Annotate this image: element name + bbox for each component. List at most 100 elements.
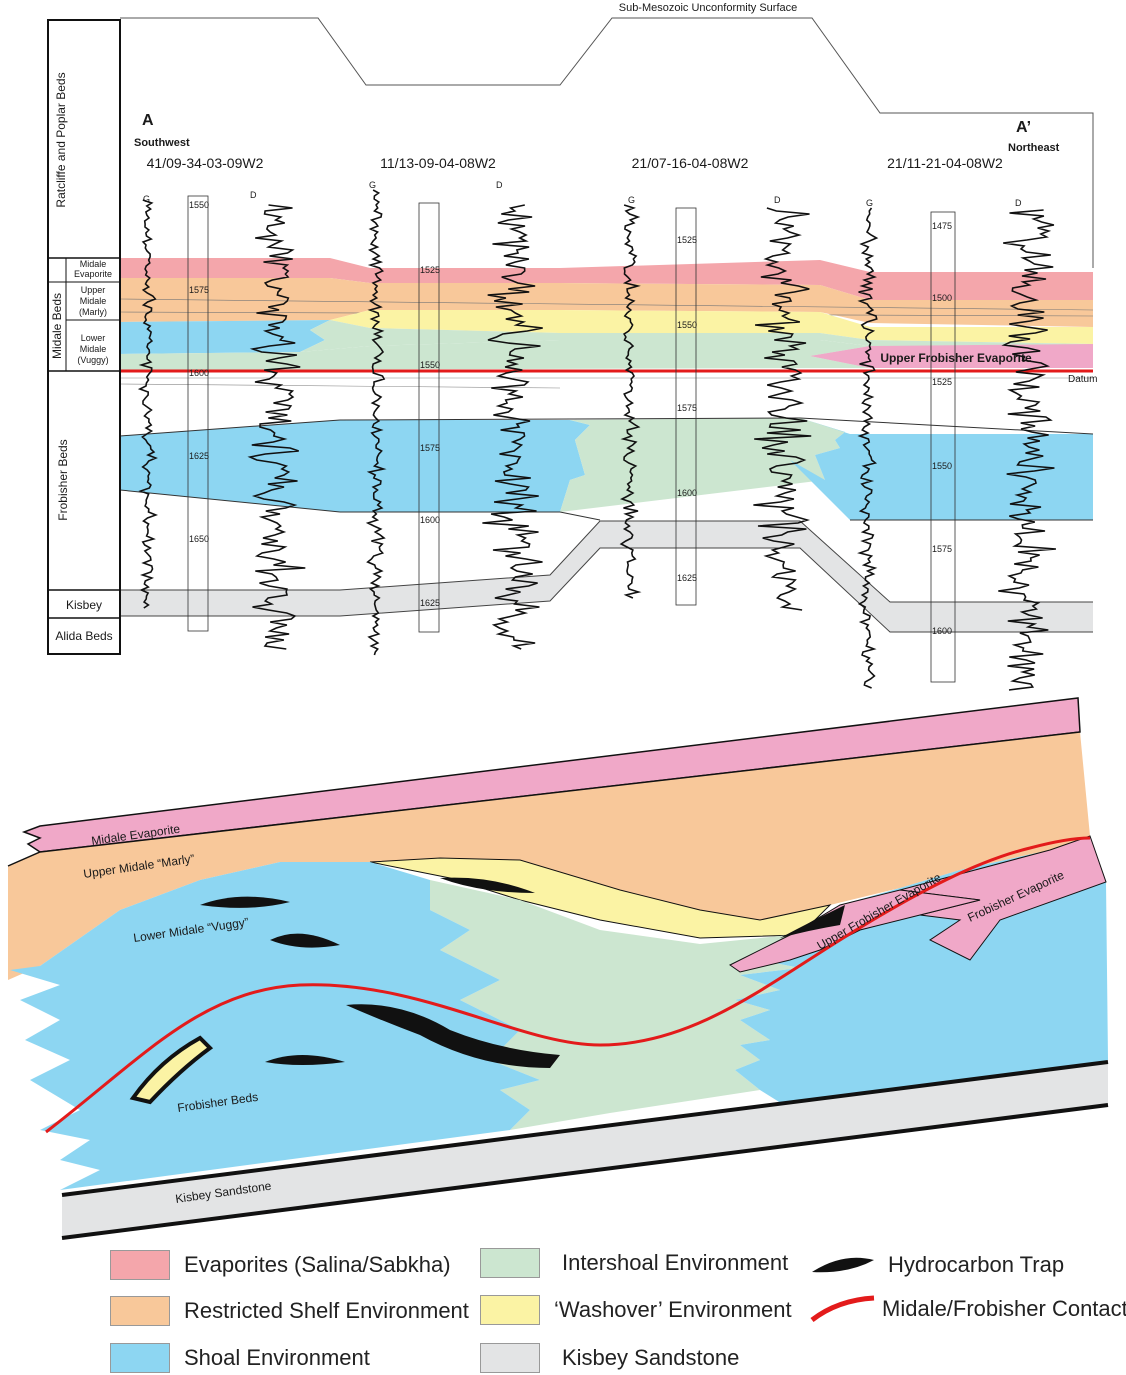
- legend-swatch-intershoal: [480, 1248, 540, 1278]
- section-start-direction: Southwest: [134, 137, 190, 149]
- frobisher-beds-label: Frobisher Beds: [56, 439, 70, 520]
- kisbey-sandstone-block: [62, 1062, 1108, 1238]
- legend-item-contact: Midale/Frobisher Contact: [808, 1294, 1126, 1324]
- well-4-g-label: G: [866, 198, 873, 208]
- block-diagram: Midale Evaporite Upper Midale “Marly” Lo…: [7, 697, 1109, 1240]
- well-1-g-label: G: [143, 194, 150, 204]
- alida-label: Alida Beds: [55, 629, 112, 643]
- hydrocarbon-trap-3: [270, 933, 340, 948]
- legend-item-restricted-shelf: Restricted Shelf Environment: [110, 1296, 469, 1326]
- hydrocarbon-trap-6: [780, 905, 845, 938]
- well-2-depth-3: 1575: [420, 443, 440, 453]
- midale-evaporite-label-2: Evaporite: [74, 269, 112, 279]
- section-end-letter: A’: [1016, 119, 1031, 136]
- well-4-gamma-log: [857, 207, 879, 689]
- legend-item-kisbey: Kisbey Sandstone: [480, 1343, 739, 1373]
- well-3-name: 21/07-16-04-08W2: [632, 155, 749, 171]
- unconformity-label: Sub-Mesozoic Unconformity Surface: [619, 2, 798, 14]
- lower-midale-shoal-xs: [120, 320, 330, 354]
- hydrocarbon-trap-1: [200, 896, 290, 908]
- legend-item-evaporites: Evaporites (Salina/Sabkha): [110, 1250, 451, 1280]
- well-2-d-label: D: [496, 180, 503, 190]
- hydrocarbon-trap-icon: [812, 1257, 874, 1273]
- hydrocarbon-trap-2: [440, 877, 535, 893]
- well-1-depth-1: 1550: [189, 200, 209, 210]
- well-1-depth-2: 1575: [189, 285, 209, 295]
- well-2-depth-4: 1600: [420, 515, 440, 525]
- well-4-name: 21/11-21-04-08W2: [887, 155, 1003, 171]
- well-3-depth-4: 1600: [677, 488, 697, 498]
- section-start-letter: A: [142, 112, 154, 129]
- midale-evaporite-block: [21, 697, 1081, 853]
- unconformity-surface-line: [120, 17, 1094, 268]
- well-3-gamma-log: [619, 204, 642, 599]
- upper-frobisher-evaporite-xs: [810, 344, 1093, 368]
- legend-label-hydrocarbon-trap: Hydrocarbon Trap: [888, 1252, 1065, 1277]
- lower-midale-label-2: Midale: [80, 344, 107, 354]
- well-4-depth-5: 1575: [932, 544, 952, 554]
- contact-line-icon: [810, 1295, 875, 1322]
- log-curves: [137, 189, 1056, 691]
- legend-item-hydrocarbon-trap: Hydrocarbon Trap: [808, 1250, 1064, 1280]
- washover-band-xs: [330, 310, 1093, 344]
- datum-label: Datum: [1068, 374, 1097, 385]
- well-2-name: 11/13-09-04-08W2: [380, 155, 496, 171]
- well-4-depth-1: 1475: [932, 221, 952, 231]
- well-3-depth-5: 1625: [677, 573, 697, 583]
- ratcliffe-label: Ratcliffe and Poplar Beds: [54, 72, 68, 207]
- upper-midale-label-2: Midale: [80, 296, 107, 306]
- well-3-d-label: D: [774, 195, 781, 205]
- upper-midale-block: [8, 732, 1090, 980]
- well-3-depth-1: 1525: [677, 235, 697, 245]
- intershoal-block: [430, 880, 800, 1130]
- well-4-depth-3: 1525: [932, 377, 952, 387]
- legend-item-shoal: Shoal Environment: [110, 1343, 370, 1373]
- well-4-density-log: [998, 209, 1056, 691]
- well-1-depth-5: 1650: [189, 534, 209, 544]
- lower-midale-label-1: Lower: [81, 333, 106, 343]
- well-2-density-log: [482, 204, 543, 650]
- legend-item-washover: ‘Washover’ Environment: [480, 1295, 792, 1325]
- well-1-d-label: D: [250, 190, 257, 200]
- frobisher-intershoal-xs: [560, 418, 845, 512]
- hydrocarbon-trap-4: [265, 1055, 345, 1065]
- legend-label-contact: Midale/Frobisher Contact: [882, 1296, 1126, 1321]
- legend-swatch-shoal: [110, 1343, 170, 1373]
- lower-midale-label-3: (Vuggy): [77, 355, 108, 365]
- washover-lens-block: [129, 1035, 214, 1105]
- well-2-depth-2: 1550: [420, 360, 440, 370]
- well-3-g-label: G: [628, 195, 635, 205]
- well-1-depth-4: 1625: [189, 451, 209, 461]
- well-2-depth-5: 1625: [420, 598, 440, 608]
- well-2-depth-1: 1525: [420, 265, 440, 275]
- well-1-depth-3: 1600: [189, 368, 209, 378]
- section-end-direction: Northeast: [1008, 142, 1060, 154]
- midale-frobisher-contact-line: [45, 836, 1091, 1134]
- legend-label-restricted-shelf: Restricted Shelf Environment: [184, 1298, 469, 1323]
- well-2-gamma-log: [365, 189, 387, 656]
- kisbey-band-xs: [120, 521, 1093, 632]
- upper-midale-label-3: (Marly): [79, 307, 107, 317]
- well-1-density-log: [247, 204, 306, 650]
- well-2-g-label: G: [369, 180, 376, 190]
- legend-item-intershoal: Intershoal Environment: [480, 1248, 788, 1278]
- strat-column: Ratcliffe and Poplar Beds Midale Beds Mi…: [47, 19, 121, 655]
- hydrocarbon-trap-5: [346, 1004, 560, 1068]
- well-4-depth-6: 1600: [932, 626, 952, 636]
- upper-midale-label-1: Upper: [81, 285, 106, 295]
- well-1-gamma-log: [137, 199, 159, 609]
- midale-beds-label: Midale Beds: [50, 293, 64, 359]
- legend-label-kisbey: Kisbey Sandstone: [562, 1345, 740, 1370]
- well-3-depth-2: 1550: [677, 320, 697, 330]
- legend-swatch-kisbey: [480, 1343, 540, 1373]
- legend: Evaporites (Salina/Sabkha) Restricted Sh…: [0, 1230, 1126, 1375]
- frobisher-shoal-xs: [120, 420, 590, 512]
- legend-swatch-washover: [480, 1295, 540, 1325]
- midale-evaporite-band: [120, 258, 1093, 300]
- legend-label-shoal: Shoal Environment: [184, 1345, 370, 1370]
- lower-midale-intershoal-left: [120, 340, 870, 370]
- well-1-name: 41/09-34-03-09W2: [147, 155, 264, 171]
- shoal-block: [10, 862, 540, 1190]
- well-3-depth-3: 1575: [677, 403, 697, 413]
